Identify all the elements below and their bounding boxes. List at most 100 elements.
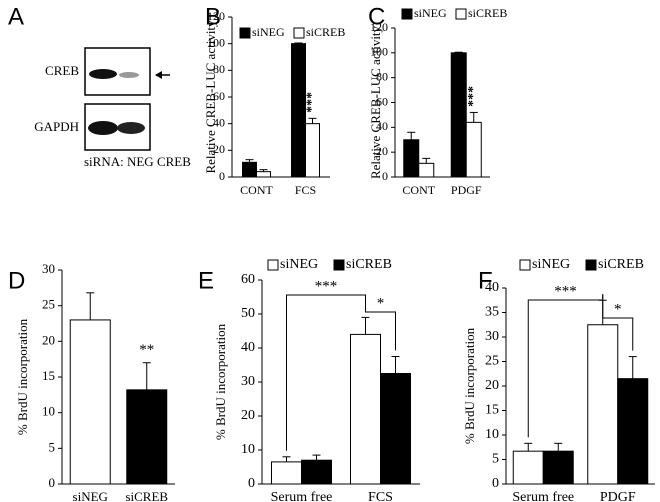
legend-swatch bbox=[293, 27, 305, 39]
y-tick-label: 40 bbox=[485, 280, 499, 295]
y-tick-label: 30 bbox=[42, 261, 55, 276]
y-tick-label: 40 bbox=[241, 340, 255, 355]
legend-label: siCREB bbox=[306, 25, 345, 39]
bar bbox=[418, 162, 435, 178]
panel-label: B bbox=[205, 3, 221, 30]
bar bbox=[126, 389, 168, 485]
y-tick-label: 60 bbox=[241, 272, 255, 287]
y-tick-label: 50 bbox=[241, 306, 255, 321]
y-axis-label: Relative CREB-LUC activity bbox=[368, 25, 383, 179]
y-tick-label: 25 bbox=[485, 354, 499, 369]
panel-label: F bbox=[478, 267, 493, 294]
y-axis-label: % BrdU incorporation bbox=[462, 327, 477, 444]
y-tick-label: 80 bbox=[376, 69, 388, 83]
bracket bbox=[365, 311, 396, 351]
x-tick-label: siNEG bbox=[73, 489, 108, 502]
bar bbox=[305, 123, 320, 178]
y-tick-label: 20 bbox=[376, 144, 388, 158]
bar bbox=[242, 161, 257, 178]
legend-label: siCREB bbox=[346, 257, 392, 272]
legend-label: siCREB bbox=[468, 6, 507, 20]
bar bbox=[291, 43, 306, 178]
bar bbox=[542, 450, 574, 485]
significance: ** bbox=[139, 342, 154, 358]
bar bbox=[271, 461, 302, 485]
bar bbox=[380, 373, 411, 485]
y-tick-label: 0 bbox=[382, 169, 388, 183]
bar bbox=[350, 333, 381, 485]
bracket bbox=[286, 294, 366, 451]
significance: *** bbox=[554, 283, 577, 299]
x-tick-label: CONT bbox=[240, 183, 273, 197]
y-axis-label: % BrdU incorporation bbox=[213, 323, 228, 440]
legend-swatch bbox=[333, 259, 345, 271]
legend-label: siNEG bbox=[414, 6, 447, 20]
y-tick-label: 10 bbox=[42, 404, 55, 419]
y-tick-label: 15 bbox=[485, 403, 499, 418]
y-tick-label: 0 bbox=[219, 169, 225, 183]
legend-swatch bbox=[239, 27, 251, 39]
y-tick-label: 60 bbox=[213, 89, 225, 103]
band bbox=[117, 122, 145, 134]
x-tick-label: Serum free bbox=[271, 490, 333, 502]
y-tick-label: 0 bbox=[248, 476, 255, 491]
significance: *** bbox=[466, 86, 481, 107]
x-tick-label: PDGF bbox=[600, 490, 636, 502]
blot-caption: siRNA: NEG CREB bbox=[84, 154, 191, 169]
legend-swatch bbox=[585, 259, 597, 271]
bar bbox=[450, 52, 467, 178]
legend-label: siCREB bbox=[598, 257, 644, 272]
x-tick-label: Serum free bbox=[512, 490, 574, 502]
y-tick-label: 0 bbox=[49, 475, 56, 490]
band bbox=[88, 121, 118, 135]
legend-swatch bbox=[401, 8, 413, 20]
y-tick-label: 20 bbox=[485, 378, 499, 393]
y-tick-label: 5 bbox=[49, 439, 56, 454]
bar bbox=[587, 324, 619, 485]
bar bbox=[512, 450, 544, 485]
significance: *** bbox=[315, 278, 338, 294]
y-tick-label: 0 bbox=[492, 476, 499, 491]
legend-label: siNEG bbox=[252, 25, 285, 39]
y-tick-label: 25 bbox=[42, 297, 55, 312]
bar bbox=[256, 171, 271, 178]
y-tick-label: 40 bbox=[376, 119, 388, 133]
y-tick-label: 40 bbox=[213, 115, 225, 129]
panel-label: A bbox=[8, 3, 24, 30]
legend-swatch bbox=[455, 8, 467, 20]
blot-row-label: GAPDH bbox=[34, 119, 79, 134]
significance: * bbox=[377, 295, 385, 311]
y-tick-label: 30 bbox=[485, 329, 499, 344]
legend-label: siNEG bbox=[532, 257, 570, 272]
y-tick-label: 80 bbox=[213, 62, 225, 76]
y-tick-label: 10 bbox=[241, 442, 255, 457]
y-tick-label: 20 bbox=[42, 332, 55, 347]
y-tick-label: 15 bbox=[42, 368, 55, 383]
y-axis-label: Relative CREB-LUC activity bbox=[203, 20, 218, 174]
bar bbox=[69, 319, 111, 485]
y-tick-label: 5 bbox=[492, 452, 499, 467]
x-tick-label: PDGF bbox=[451, 183, 482, 197]
y-tick-label: 20 bbox=[241, 408, 255, 423]
bar bbox=[465, 121, 482, 178]
y-tick-label: 35 bbox=[485, 305, 499, 320]
y-tick-label: 60 bbox=[376, 94, 388, 108]
band bbox=[89, 69, 117, 79]
y-axis-label: % BrdU incorporation bbox=[15, 318, 30, 435]
x-tick-label: siCREB bbox=[125, 489, 168, 502]
significance: *** bbox=[305, 92, 320, 113]
legend-label: siNEG bbox=[280, 257, 318, 272]
arrowhead bbox=[155, 71, 162, 79]
y-tick-label: 120 bbox=[370, 20, 388, 34]
x-tick-label: FCS bbox=[368, 490, 393, 502]
significance: * bbox=[614, 301, 622, 317]
bar bbox=[403, 139, 420, 178]
x-tick-label: CONT bbox=[402, 183, 435, 197]
panel-label: D bbox=[8, 267, 25, 294]
bar bbox=[617, 378, 649, 485]
legend-swatch bbox=[267, 259, 279, 271]
y-tick-label: 30 bbox=[241, 374, 255, 389]
band bbox=[119, 72, 139, 78]
y-tick-label: 100 bbox=[207, 35, 225, 49]
